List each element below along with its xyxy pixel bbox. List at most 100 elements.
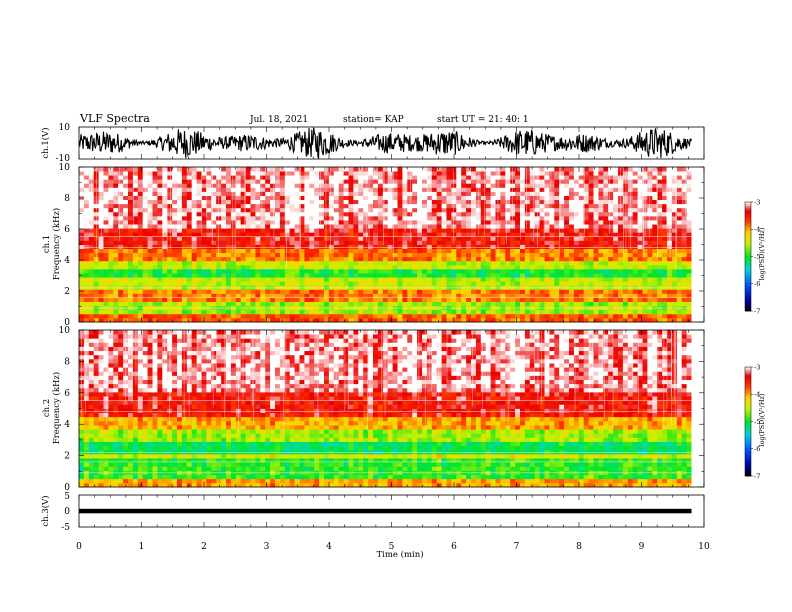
spectrogram-cell (397, 207, 403, 213)
spectrogram-cell (637, 293, 643, 298)
spectrogram-cell (98, 273, 104, 278)
spectrogram-cell (681, 187, 687, 192)
spectrogram-cell (382, 183, 389, 188)
spectrogram-cell (319, 232, 325, 237)
spectrogram-cell (108, 187, 114, 192)
spectrogram-cell (539, 317, 545, 323)
spectrogram-cell (304, 211, 310, 217)
spectrogram-cell (554, 199, 560, 205)
spectrogram-cell (250, 256, 256, 262)
spectrogram-cell (510, 240, 516, 245)
spectrogram-cell (314, 232, 320, 237)
spectrogram-cell (157, 240, 163, 245)
spectrogram-cell (343, 175, 349, 180)
spectrogram-cell (569, 191, 575, 196)
spectrogram-cell (569, 313, 575, 319)
spectrogram-cell (466, 215, 472, 221)
spectrogram-cell (338, 207, 344, 213)
spectrogram-cell (588, 260, 594, 266)
spectrogram-cell (132, 285, 139, 290)
spectrogram-cell (319, 195, 325, 201)
spectrogram-cell (181, 203, 188, 209)
spectrogram-cell (260, 313, 266, 319)
spectrogram-cell (118, 264, 124, 270)
spectrogram-cell (265, 289, 271, 294)
spectrogram-cell (221, 289, 227, 294)
spectrogram-cell (230, 195, 237, 201)
spectrogram-cell (583, 228, 589, 233)
spectrogram-cell (108, 203, 114, 209)
spectrogram-cell (588, 224, 594, 229)
spectrogram-cell (201, 309, 207, 315)
spectrogram-cell (186, 256, 193, 262)
spectrogram-cell (613, 244, 619, 249)
spectrogram-cell (216, 289, 222, 294)
spectrogram-cell (637, 236, 643, 241)
spectrogram-cell (583, 309, 589, 315)
spectrogram-cell (123, 215, 129, 221)
spectrogram-cell (632, 289, 638, 294)
spectrogram-cell (495, 289, 501, 294)
spectrogram-cell (480, 211, 487, 217)
spectrogram-cell (573, 207, 580, 213)
spectrogram-cell (103, 211, 109, 217)
spectrogram-cell (613, 211, 619, 217)
spectrogram-cell (622, 195, 629, 201)
spectrogram-cell (431, 256, 438, 262)
spectrogram-cell (83, 309, 90, 315)
spectrogram-cell (480, 171, 487, 176)
spectrogram-cell (93, 224, 99, 229)
spectrogram-cell (466, 289, 472, 294)
spectrogram-cell (294, 301, 300, 307)
spectrogram-cell (279, 313, 286, 319)
spectrogram-cell (270, 211, 276, 217)
spectrogram-cell (211, 220, 217, 225)
spectrogram-cell (79, 248, 85, 254)
spectrogram-cell (671, 297, 678, 303)
spectrogram-cell (569, 264, 575, 270)
spectrogram-cell (622, 183, 629, 188)
spectrogram-cell (490, 244, 496, 249)
spectrogram-cell (177, 313, 183, 319)
spectrogram-cell (132, 199, 139, 205)
spectrogram-cell (294, 199, 300, 205)
spectrogram-cell (181, 264, 188, 270)
spectrogram-cell (377, 293, 384, 298)
spectrogram-cell (118, 191, 124, 196)
spectrogram-cell (177, 248, 183, 254)
spectrogram-cell (471, 252, 477, 258)
spectrogram-cell (647, 293, 653, 298)
spectrogram-cell (284, 293, 291, 298)
spectrogram-cell (456, 236, 462, 241)
spectrogram-cell (632, 187, 638, 192)
spectrogram-cell (167, 248, 173, 254)
spectrogram-cell (181, 232, 188, 237)
spectrogram-cell (539, 240, 545, 245)
spectrogram-cell (260, 260, 266, 266)
spectrogram-cell (221, 240, 227, 245)
spectrogram-cell (299, 317, 305, 323)
spectrogram-cell (333, 175, 340, 180)
spectrogram-cell (240, 167, 246, 172)
spectrogram-cell (368, 301, 374, 307)
spectrogram-cell (500, 293, 506, 298)
spectrogram-cell (480, 240, 487, 245)
spectrogram-cell (392, 183, 398, 188)
spectrogram-cell (191, 179, 197, 184)
spectrogram-cell (196, 317, 202, 323)
spectrogram-cell (436, 171, 442, 176)
spectrogram-cell (319, 171, 325, 176)
spectrogram-cell (118, 236, 124, 241)
spectrogram-cell (235, 281, 242, 286)
spectrogram-cell (397, 301, 403, 307)
spectrogram-cell (123, 171, 129, 176)
spectrogram-cell (593, 199, 599, 205)
spectrogram-cell (172, 297, 178, 303)
spectrogram-cell (333, 207, 340, 213)
spectrogram-cell (353, 289, 359, 294)
spectrogram-cell (88, 273, 95, 278)
spectrogram-cell (446, 268, 452, 274)
spectrogram-cell (608, 211, 614, 217)
spectrogram-cell (255, 248, 261, 254)
spectrogram-cell (524, 236, 531, 241)
